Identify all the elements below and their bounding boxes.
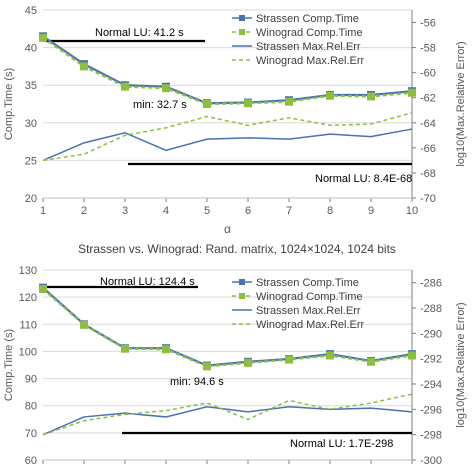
y-tick-label: 90 [25,374,37,386]
x-tick-label: 2 [81,205,87,217]
legend-marker [239,15,245,21]
y2-tick-label: -58 [420,43,436,55]
legend-label: Strassen Comp.Time [256,13,359,25]
y2-tick-label: -290 [420,328,442,340]
annotation-label: Normal LU: 1.7E-298 [290,438,393,450]
x-tick-label: 7 [286,205,292,217]
series-1-marker [367,92,375,101]
x-tick-label: 3 [122,205,128,217]
annotation-label: Normal LU: 124.4 s [100,276,195,288]
series-line-1 [42,36,413,106]
y-tick-label: 70 [25,428,37,440]
series-1-marker [326,91,334,100]
chart-bottom: Strassen vs. Winograd: Rand. matrix, 102… [3,242,467,467]
y-tick-label: 80 [25,401,37,413]
annotation-label: min: 94.6 s [170,376,224,388]
legend: Strassen Comp.Time Winograd Comp.Time Stra… [232,277,365,331]
series-1-marker [203,100,211,108]
x-tick-label: 1 [40,205,46,217]
y2-axis-label: log10(Max.Relative Error) [455,302,467,427]
y2-tick-label: -62 [420,93,436,105]
x-axis-label: α [224,222,231,236]
legend-label: Winograd Comp.Time [256,291,363,303]
legend-marker [239,279,245,285]
series-1-marker [367,357,375,366]
series-line-0 [42,35,413,105]
series-line-2 [42,406,413,436]
y-tick-label: 120 [19,292,37,304]
series-1-marker [244,99,252,108]
legend-marker [239,29,245,35]
y2-tick-label: -298 [420,430,442,442]
series-line-3 [42,393,413,436]
y2-tick-label: -292 [420,354,442,366]
y-tick-label: 20 [25,193,37,205]
y-tick-label: 45 [25,5,37,17]
legend: Strassen Comp.Time Winograd Comp.Time Stra… [232,13,365,67]
y-tick-label: 60 [25,455,37,467]
series-1-marker [285,97,293,106]
x-tick-label: 9 [368,205,374,217]
x-tick-label: 4 [163,205,169,217]
y2-tick-label: -294 [420,379,442,391]
series-1-marker [39,285,47,293]
y-tick-label: 100 [19,346,37,358]
y2-tick-label: -64 [420,118,436,130]
annotation-label: Normal LU: 41.2 s [95,27,184,39]
y-tick-label: 110 [19,319,37,331]
y-tick-label: 35 [25,80,37,92]
chart-title: Strassen vs. Winograd: Rand. matrix, 102… [78,242,396,256]
legend-label: Strassen Max.Rel.Err [256,305,361,317]
series-1-marker [121,344,129,353]
series-1-marker [80,62,88,71]
series-line-3 [42,112,413,162]
y2-tick-label: -68 [420,168,436,180]
y-tick-label: 30 [25,118,37,130]
legend-label: Winograd Comp.Time [256,27,363,39]
legend-label: Winograd Max.Rel.Err [256,55,365,67]
series-1-marker [285,355,293,364]
y-axis-label: Comp.Time (s) [3,68,15,140]
y2-axis-label: log10(Max.Relative Error) [455,41,467,166]
series-line-2 [42,128,413,162]
y-tick-label: 130 [19,265,37,277]
series-1-marker [244,358,252,367]
series-1-marker [39,33,47,42]
y2-tick-label: -66 [420,143,436,155]
series-1-marker [326,351,334,360]
legend-marker [239,293,245,299]
y2-tick-label: -70 [420,193,436,205]
y2-tick-label: -286 [420,278,442,290]
series-1-marker [80,320,88,329]
y-tick-label: 40 [25,43,37,55]
y2-tick-label: -288 [420,303,442,315]
series-1-marker [162,345,170,354]
legend-label: Winograd Max.Rel.Err [256,319,365,331]
legend-label: Strassen Max.Rel.Err [256,41,361,53]
series-1-marker [408,88,416,97]
x-tick-label: 10 [406,205,418,217]
x-tick-label: 8 [327,205,333,217]
series-1-marker [203,362,211,371]
x-tick-label: 6 [245,205,251,217]
series-1-marker [408,351,416,360]
annotation-label: Normal LU: 8.4E-68 [315,173,412,185]
legend-label: Strassen Comp.Time [256,277,359,289]
y2-tick-label: -296 [420,404,442,416]
y-tick-label: 25 [25,155,37,167]
y2-tick-label: -60 [420,68,436,80]
series-1-marker [162,84,170,93]
series-line-1 [42,288,413,368]
annotation-label: min: 32.7 s [133,99,187,111]
x-tick-label: 5 [204,205,210,217]
y2-tick-label: -300 [420,455,442,467]
y-axis-label: Comp.Time (s) [3,329,15,401]
series-1-marker [121,82,129,91]
y2-tick-label: -56 [420,18,436,30]
